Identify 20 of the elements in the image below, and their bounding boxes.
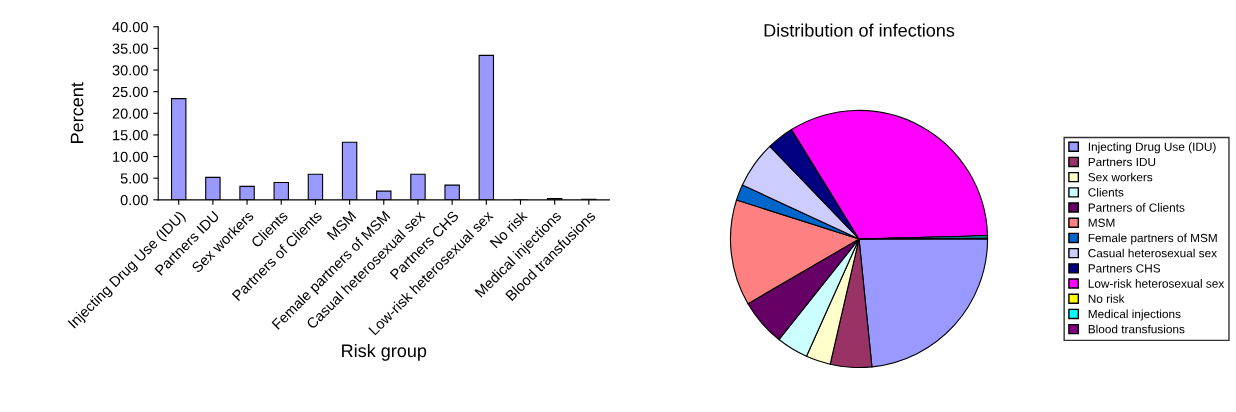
legend-label: Low-risk heterosexual sex	[1088, 279, 1225, 288]
y-tick-label: 15.00	[113, 130, 148, 141]
legend-label: Partners IDU	[1088, 157, 1156, 167]
y-tick-label: 40.00	[112, 21, 148, 33]
legend-label: MSM	[1088, 218, 1115, 227]
y-tick-label: 10.00	[113, 151, 148, 162]
y-axis-title: Percent	[70, 82, 84, 143]
y-tick-label: 5.00	[120, 173, 148, 184]
y-tick-label: 35.00	[112, 43, 148, 54]
legend-label: Partners of Clients	[1088, 203, 1185, 212]
chart-title: Distribution of infections	[764, 23, 955, 37]
y-tick-label: 30.00	[112, 65, 148, 76]
legend-label: Injecting Drug Use (IDU)	[1088, 142, 1216, 154]
y-tick-label: 0.00	[120, 194, 148, 206]
y-tick-label: 25.00	[112, 86, 148, 98]
x-axis-title: Risk group	[342, 343, 427, 361]
legend-label: Medical injections	[1088, 309, 1181, 321]
legend-label: Clients	[1088, 187, 1124, 197]
y-tick-label: 20.00	[112, 108, 148, 119]
legend-label: Sex workers	[1088, 172, 1153, 182]
